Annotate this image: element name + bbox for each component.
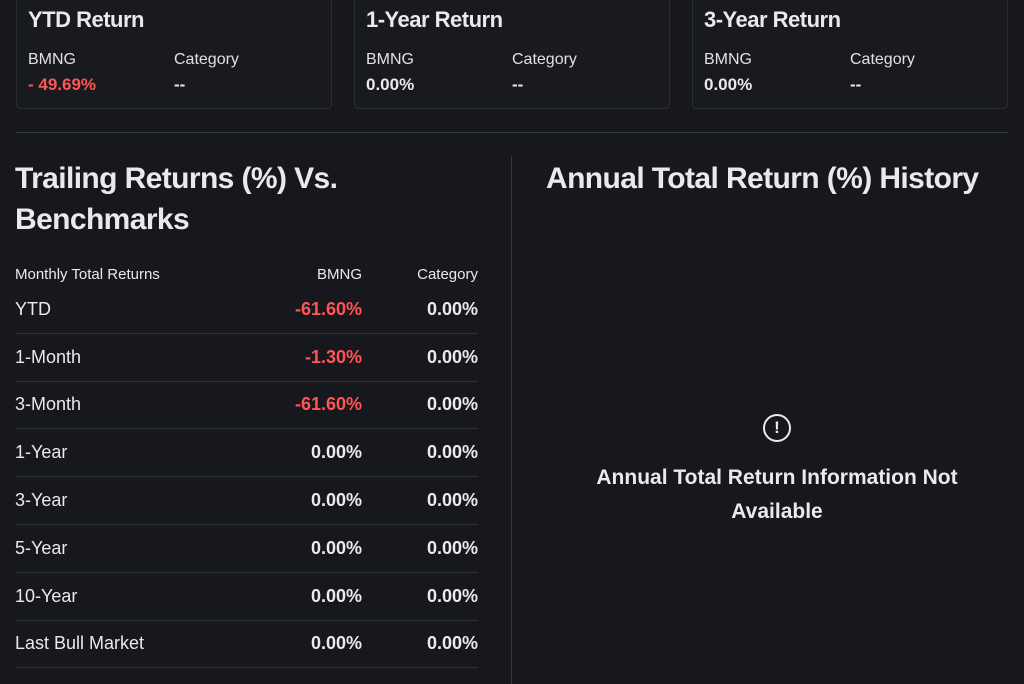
- category-column: Category --: [174, 51, 239, 95]
- fund-header: BMNG: [317, 265, 362, 283]
- fund-cell: -1.30%: [304, 346, 362, 367]
- card-title: 1-Year Return: [366, 7, 503, 32]
- category-cell: 0.00%: [426, 442, 478, 463]
- period-cell: 10-Year: [15, 585, 78, 606]
- column-divider: [511, 156, 512, 684]
- fund-cell: -61.60%: [294, 298, 362, 319]
- fund-value: 0.00%: [366, 75, 415, 94]
- table-row: 3-Year 0.00% 0.00%: [15, 477, 478, 525]
- table-row: 10-Year 0.00% 0.00%: [15, 573, 478, 621]
- fund-cell: 0.00%: [310, 585, 362, 606]
- fund-value: 0.00%: [704, 75, 753, 94]
- card-title: YTD Return: [28, 7, 145, 32]
- period-cell: 1-Year: [15, 442, 68, 463]
- fund-label: BMNG: [366, 51, 414, 68]
- fund-cell: 0.00%: [310, 633, 362, 654]
- fund-column: BMNG - 49.69%: [28, 51, 96, 95]
- table-row: 5-Year 0.00% 0.00%: [15, 525, 478, 573]
- category-value: --: [850, 75, 862, 94]
- category-column: Category --: [850, 51, 915, 95]
- category-column: Category --: [512, 51, 577, 95]
- table-row: YTD -61.60% 0.00%: [15, 286, 478, 334]
- fund-label: BMNG: [704, 51, 752, 68]
- not-available-message: Annual Total Return Information Not Avai…: [596, 466, 958, 523]
- table-header: Monthly Total Returns BMNG Category: [15, 262, 478, 286]
- return-summary-cards: YTD Return BMNG - 49.69% Category -- 1-Y…: [16, 0, 1008, 110]
- three-year-return-card: 3-Year Return BMNG 0.00% Category --: [692, 0, 1008, 109]
- card-title: 3-Year Return: [704, 7, 841, 32]
- category-header: Category: [417, 265, 478, 283]
- fund-cell: 0.00%: [310, 442, 362, 463]
- category-label: Category: [512, 51, 577, 68]
- category-cell: 0.00%: [426, 346, 478, 367]
- period-cell: YTD: [15, 298, 51, 319]
- period-cell: 5-Year: [15, 537, 68, 558]
- table-row: 1-Month -1.30% 0.00%: [15, 334, 478, 382]
- annual-return-title: Annual Total Return (%) History: [546, 162, 979, 195]
- category-cell: 0.00%: [426, 537, 478, 558]
- category-label: Category: [174, 51, 239, 68]
- category-cell: 0.00%: [426, 490, 478, 511]
- trailing-returns-table: Monthly Total Returns BMNG Category YTD …: [15, 262, 478, 669]
- fund-cell: -61.60%: [294, 394, 362, 415]
- period-cell: 3-Year: [15, 490, 68, 511]
- category-cell: 0.00%: [426, 633, 478, 654]
- fund-cell: 0.00%: [310, 537, 362, 558]
- category-cell: 0.00%: [426, 394, 478, 415]
- fund-cell: 0.00%: [310, 490, 362, 511]
- period-header: Monthly Total Returns: [15, 265, 160, 283]
- trailing-returns-title: Trailing Returns (%) Vs. Benchmarks: [15, 162, 338, 236]
- category-value: --: [174, 75, 186, 94]
- fund-column: BMNG 0.00%: [704, 51, 752, 95]
- category-value: --: [512, 75, 524, 94]
- category-cell: 0.00%: [426, 298, 478, 319]
- fund-label: BMNG: [28, 51, 76, 68]
- table-row: 1-Year 0.00% 0.00%: [15, 429, 478, 478]
- fund-column: BMNG 0.00%: [366, 51, 414, 95]
- period-cell: 1-Month: [15, 346, 82, 367]
- one-year-return-card: 1-Year Return BMNG 0.00% Category --: [354, 0, 670, 109]
- table-row: Last Bull Market 0.00% 0.00%: [15, 621, 478, 669]
- exclamation-circle-icon: !: [763, 414, 791, 442]
- category-cell: 0.00%: [426, 585, 478, 606]
- period-cell: Last Bull Market: [15, 633, 145, 654]
- ytd-return-card: YTD Return BMNG - 49.69% Category --: [16, 0, 332, 109]
- period-cell: 3-Month: [15, 394, 82, 415]
- section-divider: [16, 132, 1008, 133]
- fund-value: - 49.69%: [28, 75, 97, 94]
- table-row: 3-Month -61.60% 0.00%: [15, 382, 478, 430]
- category-label: Category: [850, 51, 915, 68]
